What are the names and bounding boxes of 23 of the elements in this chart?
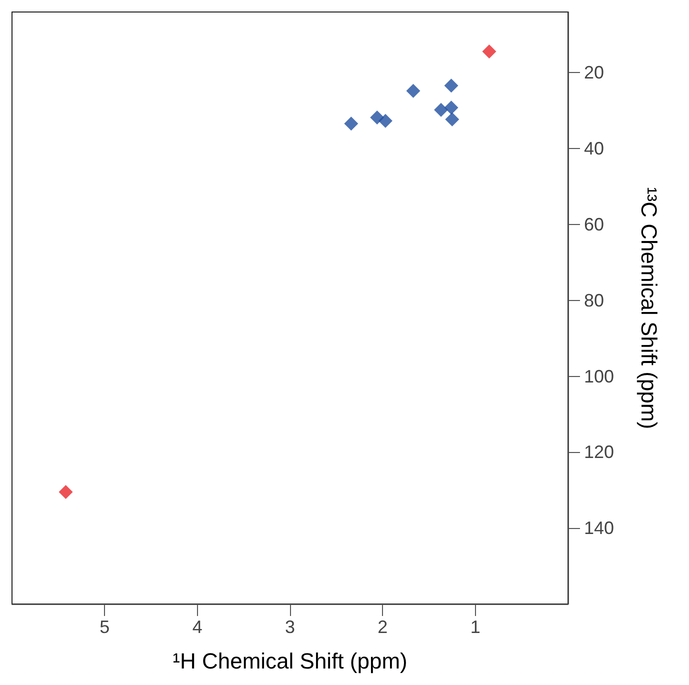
- y-tick-label: 100: [584, 366, 614, 386]
- point: [445, 112, 460, 126]
- y-tick-label: 60: [584, 214, 604, 235]
- x-tick-label: 3: [284, 617, 296, 637]
- x-tick-label: 2: [378, 617, 388, 637]
- x-axis-title: ¹H Chemical Shift (ppm): [172, 648, 408, 674]
- point: [344, 116, 358, 131]
- point: [58, 485, 73, 500]
- point: [406, 84, 420, 98]
- y-tick-label: 80: [584, 290, 604, 310]
- point: [444, 100, 458, 115]
- y-tick-label: 120: [584, 442, 614, 462]
- y-tick-label: 20: [584, 62, 604, 83]
- point: [444, 78, 458, 93]
- point: [482, 44, 496, 58]
- x-tick-label: 4: [192, 617, 202, 637]
- y-axis-title: ¹³C Chemical Shift (ppm): [636, 186, 662, 430]
- y-tick-label: 140: [584, 518, 614, 538]
- x-tick-label: 1: [470, 617, 480, 637]
- x-tick-label: 5: [100, 617, 110, 637]
- y-tick-label: 40: [584, 138, 604, 159]
- point: [378, 114, 392, 128]
- point: [434, 102, 448, 117]
